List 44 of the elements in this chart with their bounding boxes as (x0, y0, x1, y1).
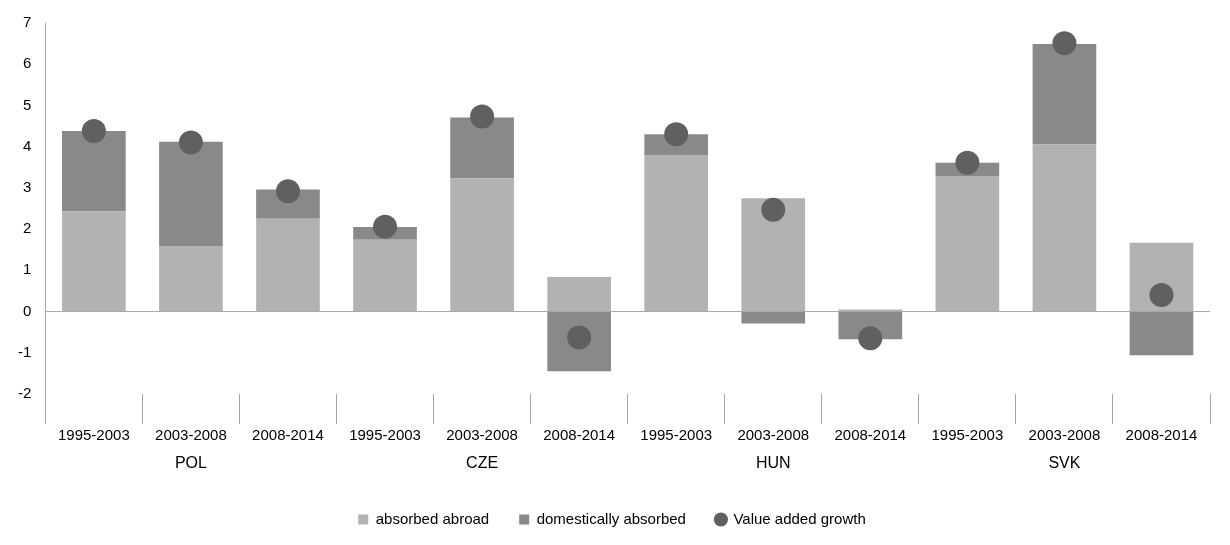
x-tick-label: 2003-2008 (1028, 426, 1101, 444)
y-tick-label: 5 (22, 95, 32, 113)
point (470, 104, 495, 129)
y-tick-label: 2 (22, 219, 32, 237)
bar (1032, 44, 1097, 145)
point (955, 150, 980, 175)
y-tick-label: -2 (17, 384, 32, 402)
x-tick-label: 1995-2003 (58, 426, 130, 444)
point (373, 214, 398, 239)
x-tick-label: 2003-2008 (155, 426, 227, 444)
y-tick-label: 1 (22, 260, 32, 278)
text: SVK (1048, 454, 1081, 472)
point (761, 197, 786, 222)
bar (62, 131, 126, 212)
point (664, 122, 689, 147)
bar (159, 141, 223, 247)
x-tick-label: 2008-2014 (1125, 426, 1198, 444)
point (178, 130, 203, 155)
bar (450, 117, 514, 179)
text: HUN (755, 454, 791, 472)
x-tick-label: 2008-2014 (543, 426, 616, 444)
bar (741, 311, 806, 324)
x-tick-label: 2003-2008 (737, 426, 810, 444)
text: POL (174, 454, 208, 472)
point (1052, 31, 1077, 56)
point (81, 119, 106, 143)
x-tick-label: 2008-2014 (252, 426, 324, 444)
x-tick-label: 1995-2003 (640, 426, 713, 444)
y-tick-label: 4 (22, 136, 32, 154)
x-tick-label: 1995-2003 (349, 426, 421, 444)
x-tick-label: 1995-2003 (931, 426, 1004, 444)
y-tick-label: 6 (22, 54, 32, 72)
x-tick-label: 2003-2008 (446, 426, 518, 444)
legend-label: absorbed abroad (375, 509, 490, 527)
x-tick-label: 2008-2014 (834, 426, 907, 444)
legend-label: Value added growth (733, 509, 866, 527)
y-tick-label: 7 (22, 13, 32, 31)
y-tick-label: -1 (17, 342, 32, 360)
bar (1129, 311, 1194, 356)
point (1149, 283, 1174, 308)
y-tick-label: 3 (22, 178, 32, 196)
text: CZE (466, 454, 499, 472)
legend-label: domestically absorbed (536, 509, 686, 527)
y-tick-label: 0 (22, 301, 32, 319)
